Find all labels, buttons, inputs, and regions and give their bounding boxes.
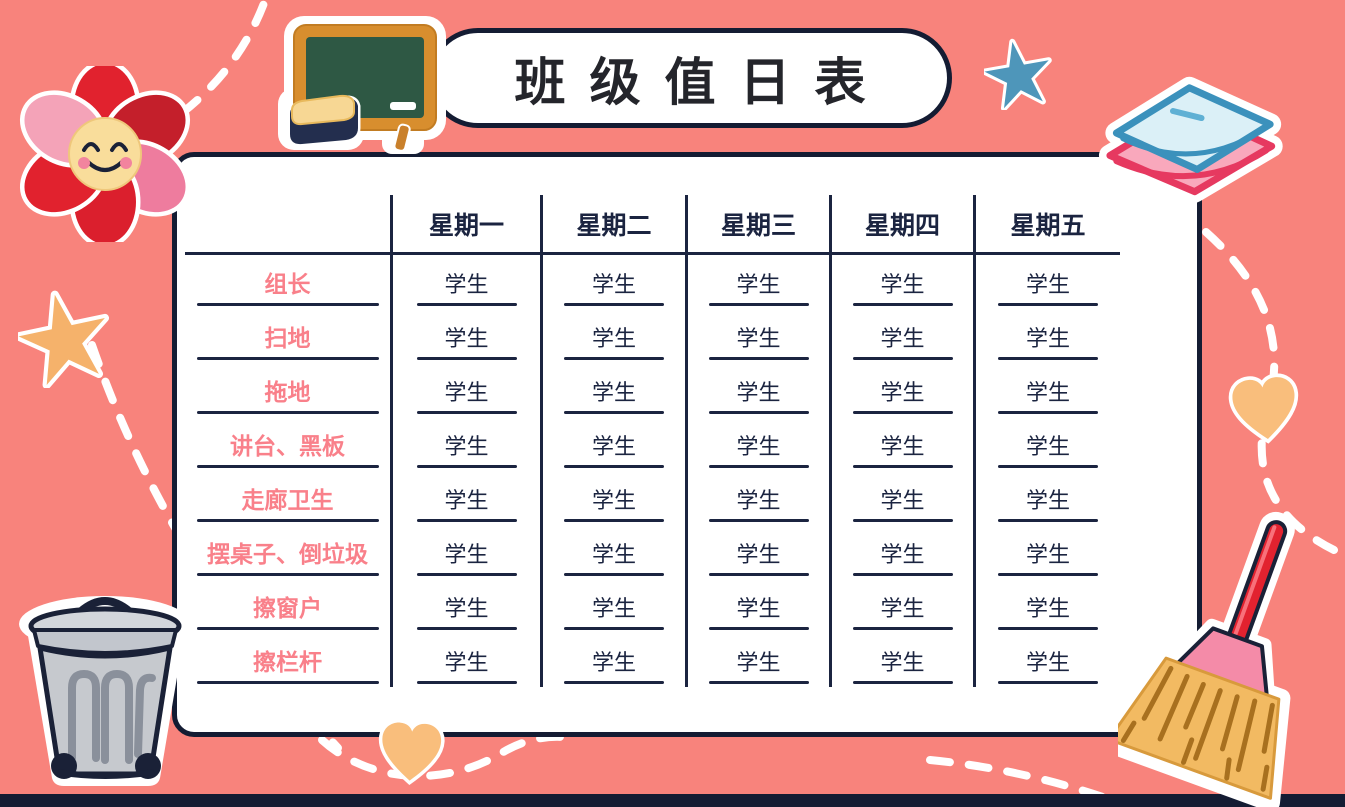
duty-cell: 学生 <box>540 309 685 363</box>
duty-cell: 学生 <box>829 255 973 309</box>
duty-cell: 学生 <box>540 579 685 633</box>
duty-cell: 学生 <box>685 417 829 471</box>
duty-cell: 学生 <box>829 633 973 687</box>
duty-cell: 学生 <box>685 255 829 309</box>
duty-cell: 学生 <box>540 255 685 309</box>
duty-cell: 学生 <box>390 525 540 579</box>
duty-cell: 学生 <box>685 633 829 687</box>
corner-cell <box>185 195 390 255</box>
col-header-mon: 星期一 <box>390 195 540 255</box>
duty-cell: 学生 <box>973 525 1120 579</box>
duty-cell: 学生 <box>390 363 540 417</box>
duty-cell: 学生 <box>829 579 973 633</box>
duty-cell: 学生 <box>973 309 1120 363</box>
duty-cell: 学生 <box>390 579 540 633</box>
duty-cell: 学生 <box>973 471 1120 525</box>
duty-cell: 学生 <box>540 363 685 417</box>
duty-cell: 学生 <box>390 309 540 363</box>
flower-icon <box>19 66 191 242</box>
col-header-thu: 星期四 <box>829 195 973 255</box>
duty-cell: 学生 <box>540 525 685 579</box>
bottom-border-strip <box>0 794 1345 807</box>
duty-cell: 学生 <box>829 309 973 363</box>
duty-cell: 学生 <box>973 417 1120 471</box>
page-title: 班级值日表 <box>514 54 890 111</box>
duty-label: 走廊卫生 <box>185 471 390 525</box>
eraser-icon <box>287 94 361 147</box>
duty-label: 扫地 <box>185 309 390 363</box>
heart-icon <box>378 719 445 786</box>
duty-cell: 学生 <box>973 363 1120 417</box>
trash-can-icon <box>19 596 191 786</box>
duty-cell: 学生 <box>829 417 973 471</box>
duty-label: 组长 <box>185 255 390 309</box>
col-header-tue: 星期二 <box>540 195 685 255</box>
duty-cell: 学生 <box>685 309 829 363</box>
duty-cell: 学生 <box>685 525 829 579</box>
duty-label: 擦栏杆 <box>185 633 390 687</box>
towels-icon <box>1098 76 1283 203</box>
duty-cell: 学生 <box>685 471 829 525</box>
duty-label: 讲台、黑板 <box>185 417 390 471</box>
duty-cell: 学生 <box>390 417 540 471</box>
duty-cell: 学生 <box>685 579 829 633</box>
duty-table: 星期一 星期二 星期三 星期四 星期五 组长 学生 学生 学生 学生 学生 扫地… <box>185 195 1120 687</box>
title-banner: 班级值日表 <box>428 28 952 128</box>
duty-label: 摆桌子、倒垃圾 <box>185 525 390 579</box>
duty-cell: 学生 <box>973 255 1120 309</box>
duty-cell: 学生 <box>540 633 685 687</box>
duty-cell: 学生 <box>829 525 973 579</box>
duty-cell: 学生 <box>973 633 1120 687</box>
duty-cell: 学生 <box>540 471 685 525</box>
heart-icon <box>1228 373 1299 444</box>
broom-icon <box>1118 511 1295 807</box>
duty-cell: 学生 <box>829 471 973 525</box>
blackboard-icon <box>278 16 446 154</box>
duty-cell: 学生 <box>390 471 540 525</box>
col-header-wed: 星期三 <box>685 195 829 255</box>
duty-cell: 学生 <box>390 633 540 687</box>
duty-cell: 学生 <box>540 417 685 471</box>
col-header-fri: 星期五 <box>973 195 1120 255</box>
duty-label: 拖地 <box>185 363 390 417</box>
blue-star-icon <box>984 38 1052 110</box>
duty-cell: 学生 <box>685 363 829 417</box>
duty-cell: 学生 <box>973 579 1120 633</box>
duty-cell: 学生 <box>390 255 540 309</box>
duty-label: 擦窗户 <box>185 579 390 633</box>
duty-cell: 学生 <box>829 363 973 417</box>
orange-star-icon <box>18 290 110 388</box>
